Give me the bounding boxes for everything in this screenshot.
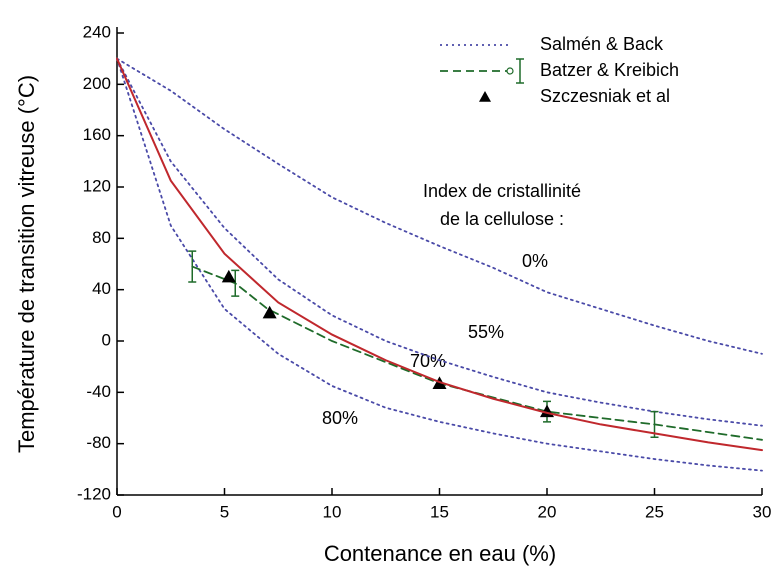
legend-text: Salmén & Back — [540, 34, 664, 54]
x-axis-title: Contenance en eau (%) — [324, 541, 556, 566]
y-tick-label: 160 — [83, 125, 111, 144]
x-tick-label: 25 — [645, 502, 664, 521]
y-tick-label: 200 — [83, 74, 111, 93]
x-tick-label: 30 — [753, 502, 772, 521]
y-tick-label: 120 — [83, 176, 111, 195]
y-axis-title: Température de transition vitreuse (°C) — [14, 75, 39, 453]
x-tick-label: 0 — [112, 502, 121, 521]
curve — [116, 57, 763, 472]
annotation: Index de cristallinité — [423, 181, 581, 201]
error-bar — [231, 269, 240, 297]
x-tick-label: 5 — [220, 502, 229, 521]
y-tick-label: 40 — [92, 279, 111, 298]
error-bar — [188, 250, 197, 283]
y-tick-label: 240 — [83, 22, 111, 41]
annotation: 55% — [468, 322, 504, 342]
annotation: 70% — [410, 351, 446, 371]
legend-marker — [479, 91, 491, 102]
x-tick-label: 15 — [430, 502, 449, 521]
y-tick-label: 80 — [92, 228, 111, 247]
x-tick-label: 10 — [323, 502, 342, 521]
y-tick-label: 0 — [102, 330, 111, 349]
y-tick-label: -80 — [86, 433, 111, 452]
legend-text: Batzer & Kreibich — [540, 60, 679, 80]
legend-text: Szczesniak et al — [540, 86, 670, 106]
legend-errorbar — [516, 58, 524, 84]
line — [191, 265, 763, 441]
curve — [116, 57, 763, 355]
line — [116, 57, 763, 452]
legend-marker — [506, 67, 514, 75]
annotation: de la cellulose : — [440, 209, 564, 229]
point — [221, 269, 236, 283]
annotation: 80% — [322, 408, 358, 428]
x-tick-label: 20 — [538, 502, 557, 521]
annotation: 0% — [522, 251, 548, 271]
y-tick-label: -120 — [77, 484, 111, 503]
y-tick-label: -40 — [86, 382, 111, 401]
point — [262, 305, 277, 319]
